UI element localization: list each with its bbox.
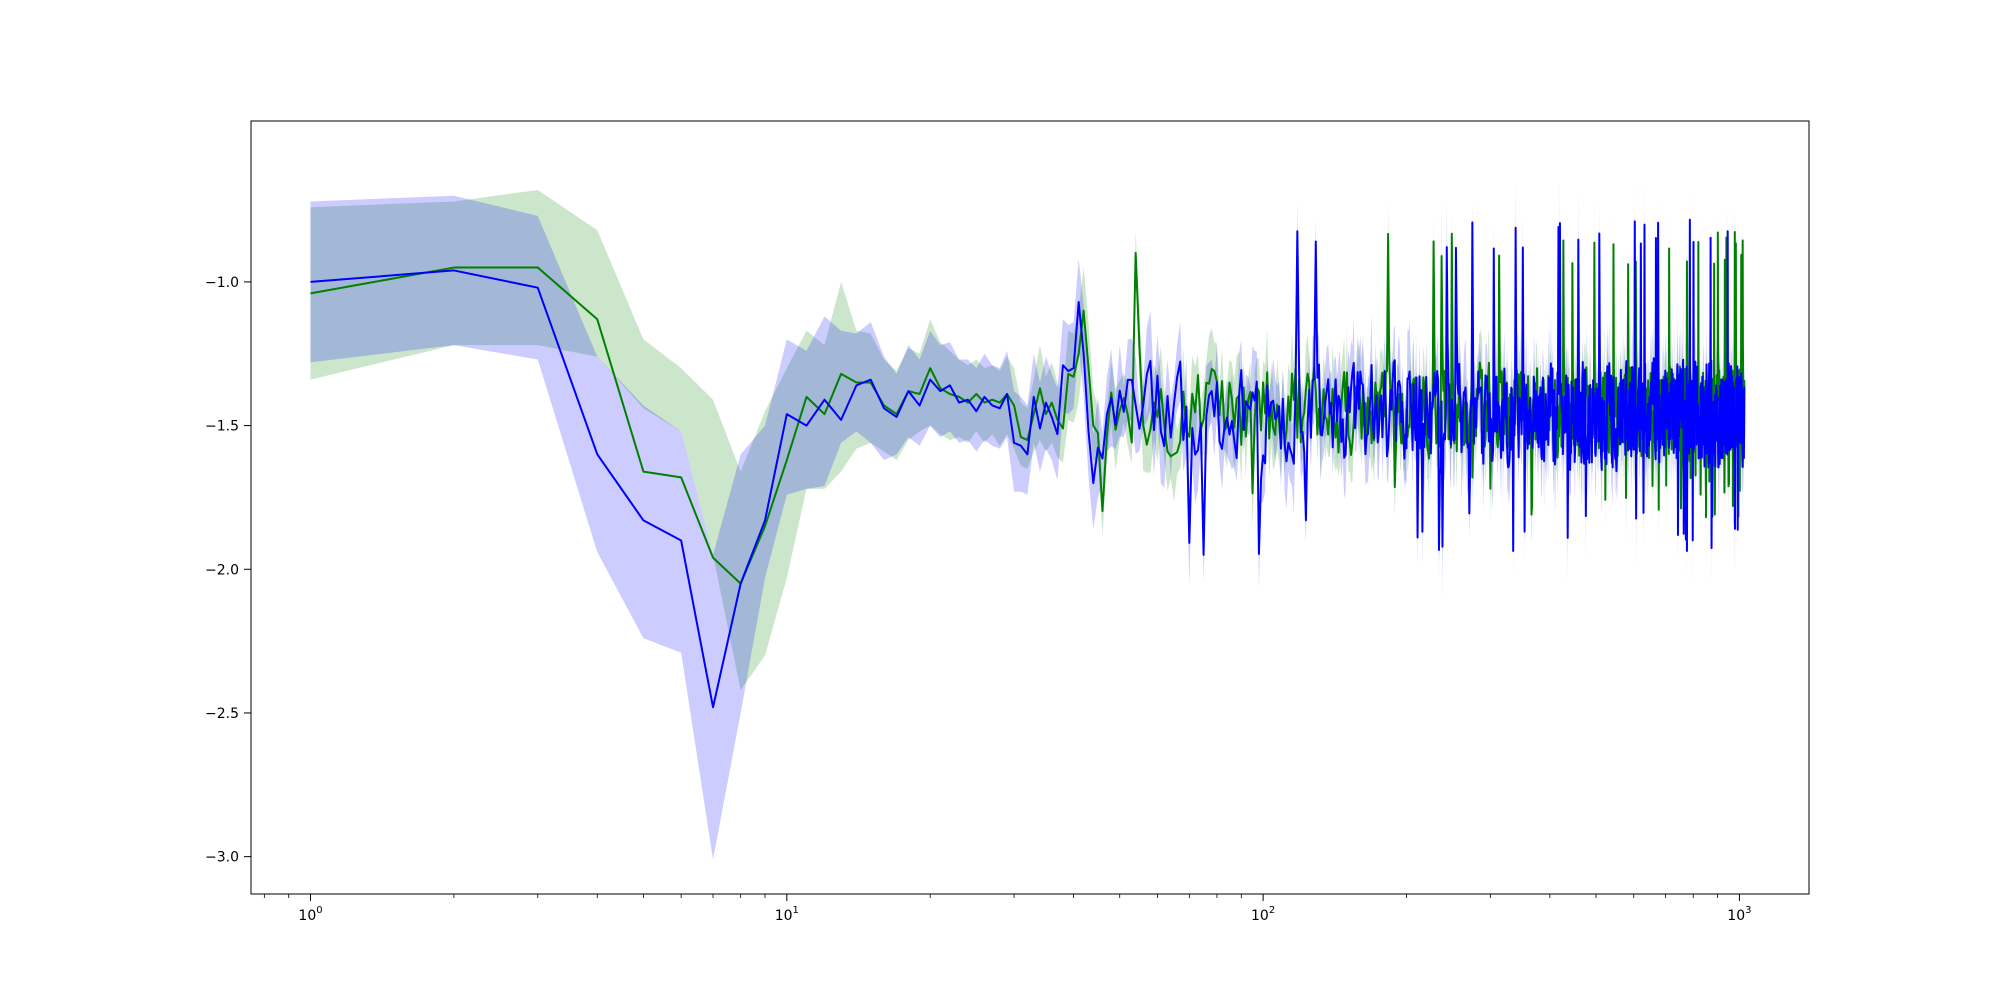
- y-tick-label-4: −2.5: [205, 706, 239, 722]
- x-axis: 100 101 102 103: [263, 894, 1752, 924]
- series-2-line: [310, 218, 1746, 709]
- series-2-band: [310, 176, 1745, 860]
- y-axis: −1.0 −1.5 −2.0 −2.5 −3.0: [205, 275, 251, 866]
- plot-area: [310, 176, 1746, 860]
- y-tick-label-1: −1.0: [205, 275, 239, 291]
- y-tick-label-2: −1.5: [205, 419, 239, 435]
- x-tick-label-2: 101: [775, 905, 799, 924]
- y-tick-label-3: −2.0: [205, 562, 239, 578]
- y-tick-label-5: −3.0: [205, 850, 239, 866]
- x-tick-label-3: 102: [1251, 905, 1275, 924]
- x-tick-label-4: 103: [1727, 905, 1751, 924]
- plot-frame: [250, 120, 1810, 895]
- x-tick-label-1: 100: [298, 905, 322, 924]
